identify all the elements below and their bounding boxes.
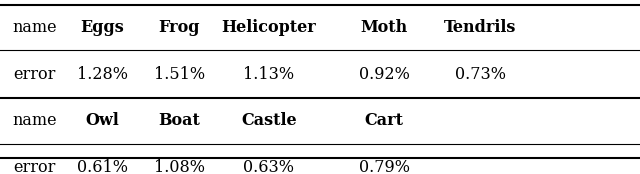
Text: Tendrils: Tendrils bbox=[444, 19, 516, 36]
Text: Helicopter: Helicopter bbox=[221, 19, 316, 36]
Text: Moth: Moth bbox=[360, 19, 408, 36]
Text: 0.73%: 0.73% bbox=[454, 66, 506, 83]
Text: 0.63%: 0.63% bbox=[243, 159, 294, 174]
Text: Eggs: Eggs bbox=[81, 19, 124, 36]
Text: Boat: Boat bbox=[158, 112, 200, 129]
Text: Frog: Frog bbox=[159, 19, 200, 36]
Text: 1.08%: 1.08% bbox=[154, 159, 205, 174]
Text: error: error bbox=[13, 66, 55, 83]
Text: name: name bbox=[13, 19, 58, 36]
Text: Castle: Castle bbox=[241, 112, 296, 129]
Text: name: name bbox=[13, 112, 58, 129]
Text: 0.92%: 0.92% bbox=[358, 66, 410, 83]
Text: 1.28%: 1.28% bbox=[77, 66, 128, 83]
Text: Cart: Cart bbox=[365, 112, 403, 129]
Text: 0.61%: 0.61% bbox=[77, 159, 128, 174]
Text: error: error bbox=[13, 159, 55, 174]
Text: 1.51%: 1.51% bbox=[154, 66, 205, 83]
Text: Owl: Owl bbox=[86, 112, 119, 129]
Text: 1.13%: 1.13% bbox=[243, 66, 294, 83]
Text: 0.79%: 0.79% bbox=[358, 159, 410, 174]
